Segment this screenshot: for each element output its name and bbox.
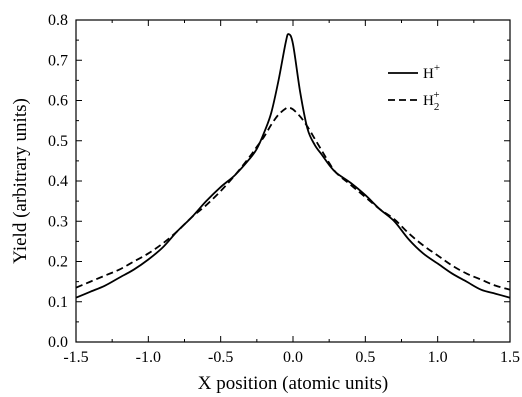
y-tick-label: 0.1 xyxy=(48,294,68,311)
y-tick-label: 0.5 xyxy=(48,133,68,150)
series-line-h-plus xyxy=(75,33,511,299)
legend: H+ H2+ xyxy=(388,62,440,113)
y-tick-label: 0.4 xyxy=(48,173,68,190)
y-tick-label: 0.3 xyxy=(48,213,68,230)
x-tick-label: 0.0 xyxy=(283,349,303,366)
y-tick-label: 0.2 xyxy=(48,254,68,271)
axes: -1.5 -1.0 -0.5 0.0 0.5 1.0 1.5 0.0 0.1 0.2 0.3 0.4 0… xyxy=(48,12,520,366)
y-tick-label: 0.0 xyxy=(48,334,68,351)
x-tick-label: 1.0 xyxy=(428,349,448,366)
series-line-h2-plus xyxy=(75,106,511,291)
x-tick-label: -0.5 xyxy=(208,349,233,366)
x-axis-title: X position (atomic units) xyxy=(198,373,389,394)
x-tick-label: 1.5 xyxy=(500,349,520,366)
y-tick-label: 0.7 xyxy=(48,52,68,69)
x-tick-label: 0.5 xyxy=(355,349,375,366)
y-axis-title: Yield (arbitrary units) xyxy=(10,98,31,264)
x-tick-label: -1.5 xyxy=(63,349,88,366)
y-tick-label: 0.6 xyxy=(48,93,68,110)
legend-label-h-plus: H+ xyxy=(423,62,440,82)
y-tick-label: 0.8 xyxy=(48,12,68,29)
plot-frame xyxy=(75,19,511,343)
legend-label-h2-plus: H2+ xyxy=(423,89,440,113)
x-tick-label: -1.0 xyxy=(136,349,161,366)
plot-area xyxy=(75,33,511,299)
